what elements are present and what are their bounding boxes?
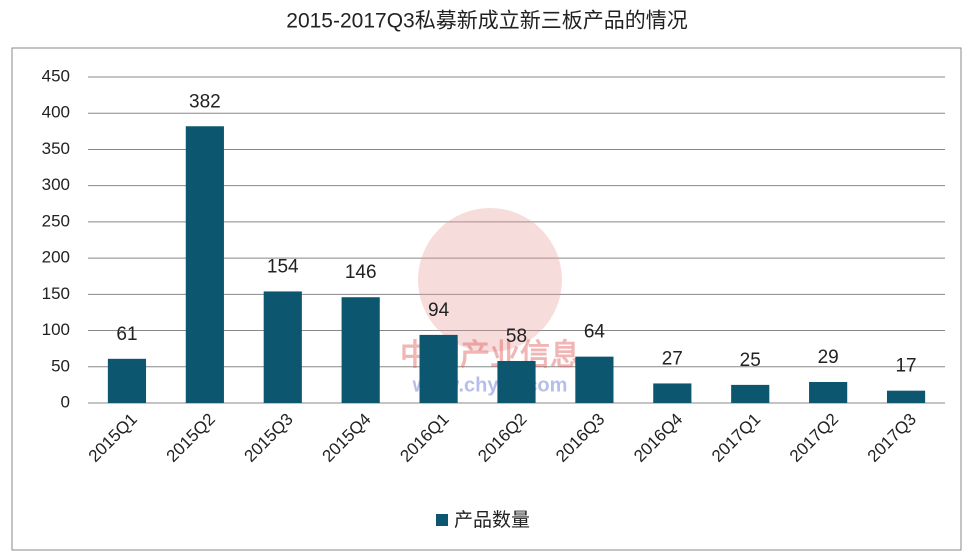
y-tick-label: 100 xyxy=(42,320,70,339)
data-label: 94 xyxy=(428,300,450,321)
data-label: 27 xyxy=(662,348,683,369)
bar xyxy=(185,126,224,404)
y-tick-label: 0 xyxy=(61,392,70,411)
bar xyxy=(497,360,536,403)
bar xyxy=(341,297,380,403)
y-tick-label: 450 xyxy=(42,66,70,85)
data-label: 146 xyxy=(345,262,377,283)
chart-frame xyxy=(11,47,962,551)
data-label: 17 xyxy=(895,356,916,377)
bar xyxy=(653,383,692,403)
y-tick-label: 150 xyxy=(42,284,70,303)
data-label: 29 xyxy=(818,347,839,368)
data-label: 61 xyxy=(116,324,137,345)
data-label: 25 xyxy=(740,350,761,371)
watermark xyxy=(418,208,562,352)
bar xyxy=(886,390,926,403)
data-label: 154 xyxy=(267,256,299,277)
bar xyxy=(809,381,848,403)
y-tick-label: 250 xyxy=(42,211,70,230)
y-tick-label: 350 xyxy=(42,139,70,158)
bar xyxy=(731,384,770,403)
y-tick-label: 200 xyxy=(42,248,70,267)
y-tick-label: 300 xyxy=(42,175,70,194)
chart-title: 2015-2017Q3私募新成立新三板产品的情况 xyxy=(286,10,687,33)
legend-swatch xyxy=(436,514,448,526)
data-label: 58 xyxy=(506,326,527,347)
bar xyxy=(263,291,302,403)
bar xyxy=(419,334,458,403)
bar xyxy=(575,356,614,403)
y-tick-label: 50 xyxy=(51,356,70,375)
legend-label: 产品数量 xyxy=(454,509,530,531)
data-label: 64 xyxy=(584,322,606,343)
bar xyxy=(107,358,147,403)
data-label: 382 xyxy=(189,91,221,112)
watermark-logo xyxy=(418,208,562,352)
y-tick-label: 400 xyxy=(42,103,70,122)
